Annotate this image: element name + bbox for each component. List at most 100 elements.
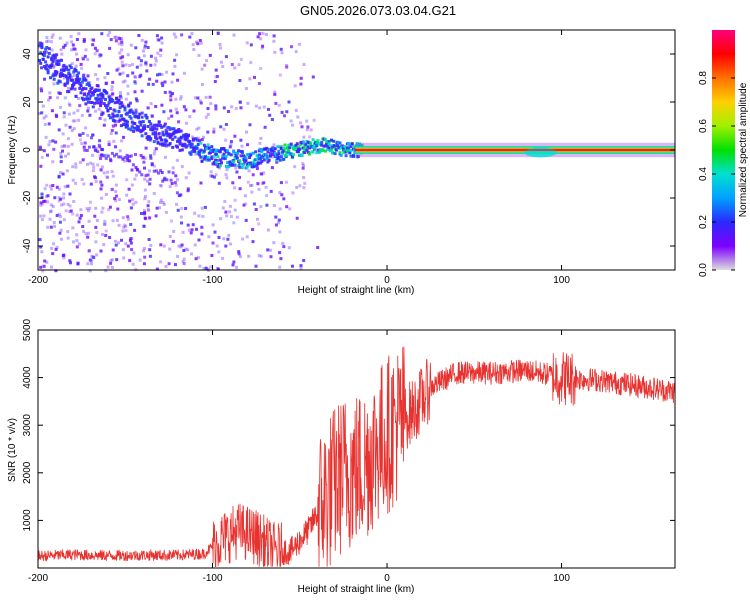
spectrogram-cell xyxy=(198,39,202,42)
spectrogram-cell xyxy=(221,65,225,68)
spectrogram-cell xyxy=(128,259,132,263)
spectrogram-cell xyxy=(42,50,46,54)
spectrogram-cell xyxy=(45,63,49,67)
spectrogram-cell xyxy=(114,39,118,43)
spectrogram-cell xyxy=(106,109,110,113)
spectrogram-cell xyxy=(214,68,218,72)
spectrogram-cell xyxy=(90,262,93,266)
spectrogram-cell xyxy=(231,163,234,167)
spectrogram-cell xyxy=(88,206,92,210)
spectrogram-cell xyxy=(160,103,164,107)
spectrogram-cell xyxy=(58,92,62,95)
spectrogram-cell xyxy=(160,125,164,129)
spectrogram-cell xyxy=(85,95,89,98)
spectrogram-cell xyxy=(106,33,110,37)
spectrogram-cell xyxy=(144,40,148,44)
spectrogram-cell xyxy=(311,150,315,154)
spectrogram-cell xyxy=(118,149,122,153)
spectrogram-cell xyxy=(199,41,203,45)
spectrogram-cell xyxy=(66,81,70,85)
spectrogram-cell xyxy=(218,43,222,46)
spectrogram-cell xyxy=(151,132,155,136)
spectrogram-cell xyxy=(84,87,88,91)
spectrogram-cell xyxy=(168,90,172,94)
spectrogram-cell xyxy=(213,230,217,234)
x-tick-label: -100 xyxy=(203,573,223,584)
spectrogram-cell xyxy=(161,179,165,183)
spectrogram-cell xyxy=(102,243,106,247)
spectrogram-cell xyxy=(285,110,289,114)
spectrogram-cell xyxy=(148,248,152,252)
spectrogram-cell xyxy=(150,114,154,118)
spectrogram-cell xyxy=(187,228,191,232)
spectrogram-cell xyxy=(56,81,60,85)
spectrogram-cell xyxy=(75,233,79,237)
spectrogram-cell xyxy=(302,135,306,139)
spectrogram-cell xyxy=(238,187,242,191)
spectrogram-cell xyxy=(111,174,115,178)
spectrogram-cell xyxy=(102,171,106,175)
spectrogram-cell xyxy=(89,200,92,204)
spectrogram-cell xyxy=(179,95,183,99)
spectrogram-cell xyxy=(121,80,125,84)
spectrogram-cell xyxy=(226,161,230,164)
spectrogram-cell xyxy=(131,123,135,127)
spectrogram-cell xyxy=(111,112,115,116)
spectrogram-cell xyxy=(188,151,192,155)
spectrogram-cell xyxy=(91,162,95,166)
spectrogram-cell xyxy=(153,164,156,168)
spectrogram-cell xyxy=(159,260,163,264)
spectrogram-cell xyxy=(99,249,103,253)
spectrogram-cell xyxy=(163,122,167,126)
spectrogram-cell xyxy=(156,51,160,55)
spectrogram-cell xyxy=(259,205,263,209)
spectrogram-cell xyxy=(128,159,132,163)
spectrogram-cell xyxy=(106,170,110,174)
spectrogram-cell xyxy=(66,152,70,156)
spectrogram-cell xyxy=(50,64,54,68)
spectrogram-cell xyxy=(167,132,171,136)
spectrogram-cell xyxy=(81,158,85,162)
spectrogram-cell xyxy=(86,92,90,96)
spectrogram-cell xyxy=(80,80,84,84)
spectrogram-cell xyxy=(57,199,61,203)
spectrogram-cell xyxy=(161,201,165,205)
spectrogram-cell xyxy=(160,81,164,85)
spectrogram-cell xyxy=(187,133,190,137)
spectrogram-cell xyxy=(178,139,182,143)
spectrogram-cell xyxy=(61,132,65,136)
spectrogram-cell xyxy=(127,103,131,107)
spectrogram-cell xyxy=(199,101,203,105)
spectrogram-cell xyxy=(254,104,258,108)
spectrogram-cell xyxy=(51,139,55,143)
spectrogram-cell xyxy=(59,155,63,159)
spectrogram-cell xyxy=(290,45,293,49)
spectrogram-cell xyxy=(134,114,138,118)
spectrogram-cell xyxy=(58,80,62,84)
spectrogram-cell xyxy=(199,155,203,159)
spectrogram-cell xyxy=(94,147,98,151)
spectrogram-cell xyxy=(213,150,217,154)
spectrogram-cell xyxy=(86,106,90,110)
spectrogram-cell xyxy=(148,77,152,81)
spectrogram-cell xyxy=(177,137,181,141)
spectrogram-cell xyxy=(235,265,239,269)
spectrogram-cell xyxy=(65,41,69,45)
spectrogram-cell xyxy=(109,38,113,42)
spectrogram-cell xyxy=(268,151,272,155)
spectrogram-cell xyxy=(285,65,289,69)
spectrogram-cell xyxy=(265,194,269,198)
spectrogram-cell xyxy=(117,198,121,201)
spectrogram-cell xyxy=(71,212,75,216)
spectrogram-cell xyxy=(117,67,121,71)
spectrogram-cell xyxy=(195,40,198,44)
spectrogram-cell xyxy=(153,149,157,153)
spectrogram-cell xyxy=(280,51,284,55)
spectrogram-cell xyxy=(186,248,190,252)
spectrogram-cell xyxy=(229,242,232,246)
spectrogram-cell xyxy=(99,53,103,57)
spectrogram-cell xyxy=(248,77,252,81)
spectrogram-cell xyxy=(84,102,88,106)
spectrogram-cell xyxy=(39,245,43,249)
spectrogram-cell xyxy=(126,111,129,115)
